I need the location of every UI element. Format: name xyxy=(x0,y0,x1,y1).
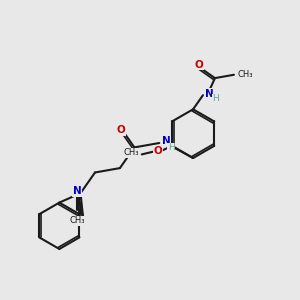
Text: N: N xyxy=(206,89,214,99)
Text: N: N xyxy=(162,136,171,146)
Text: O: O xyxy=(153,146,162,156)
Text: H: H xyxy=(212,94,219,103)
Text: CH₃: CH₃ xyxy=(238,70,253,79)
Text: O: O xyxy=(117,125,125,135)
Text: N: N xyxy=(73,186,81,196)
Text: CH₃: CH₃ xyxy=(123,148,139,158)
Text: O: O xyxy=(195,60,204,70)
Text: H: H xyxy=(168,143,175,152)
Text: CH₃: CH₃ xyxy=(69,216,85,225)
